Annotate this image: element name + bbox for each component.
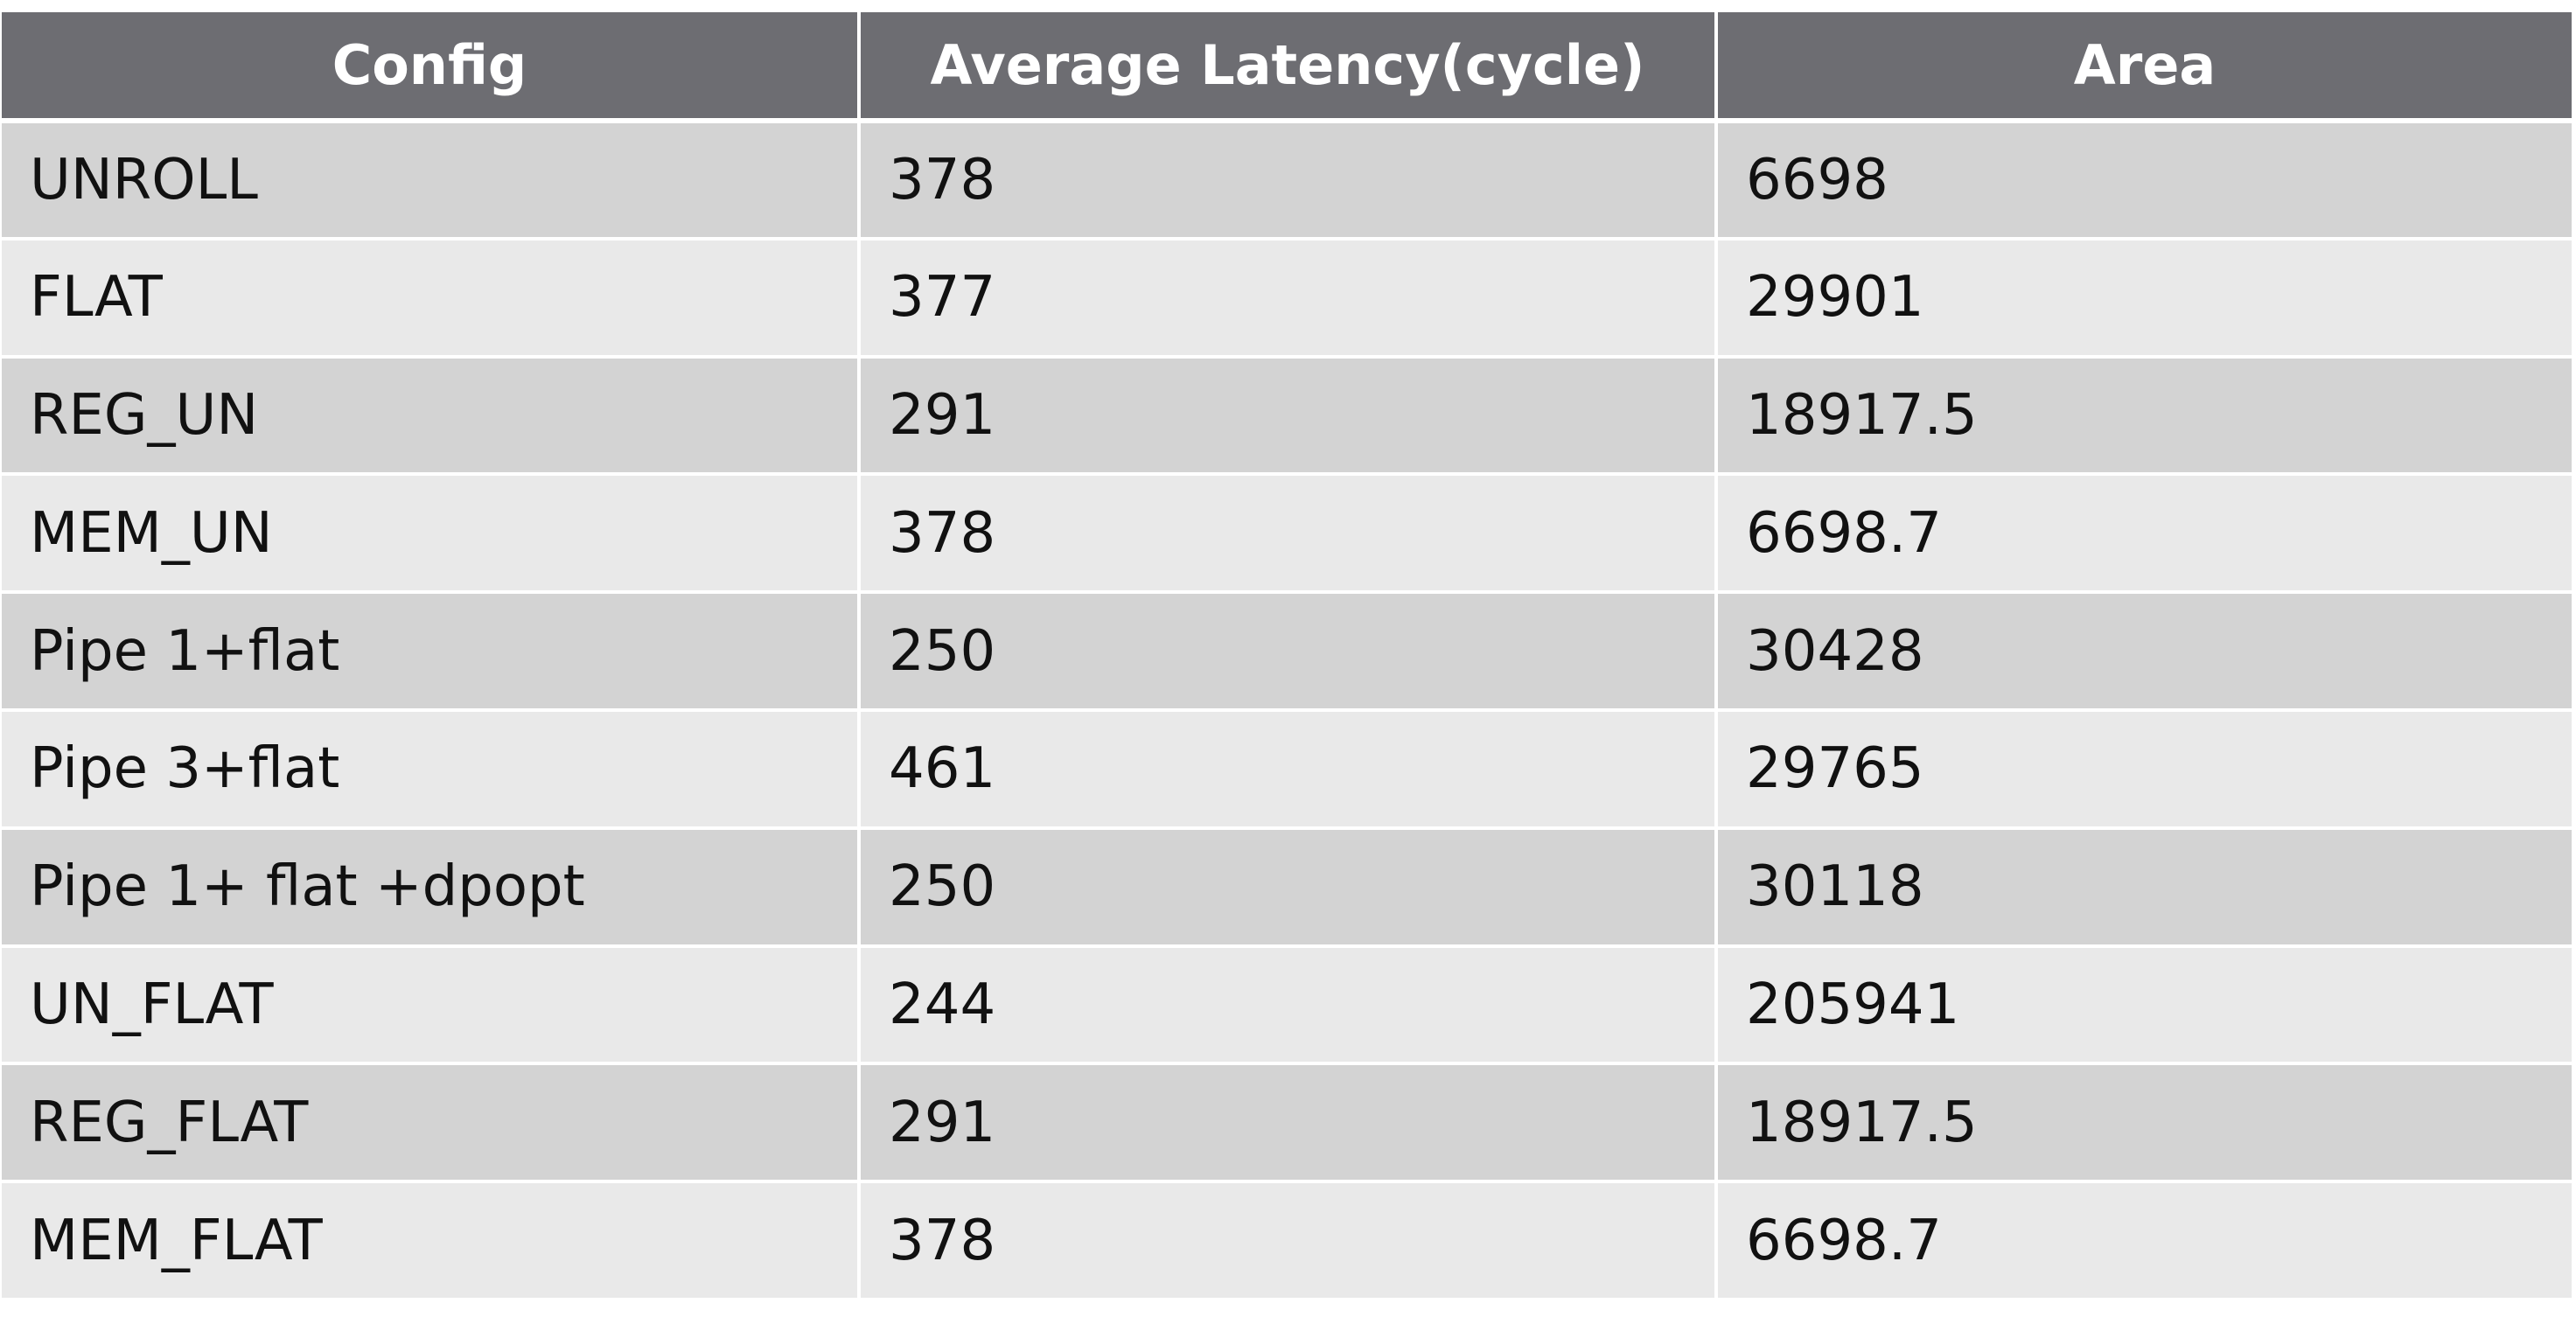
cell-average-latency: 377 [857, 236, 1718, 359]
cell-average-latency: 378 [857, 119, 1718, 240]
cell-average-latency: 244 [857, 944, 1718, 1066]
cell-average-latency: 461 [857, 707, 1718, 830]
table-row: UN_FLAT 244 205941 [2, 944, 2572, 1066]
cell-config: Pipe 3+flat [2, 707, 861, 830]
column-header-area: Area [1714, 9, 2572, 123]
column-header-config: Config [2, 9, 861, 123]
cell-area: 29765 [1714, 707, 2572, 830]
table-row: Pipe 1+flat 250 30428 [2, 590, 2572, 712]
cell-config: MEM_UN [2, 472, 861, 595]
results-table-container: Config Average Latency(cycle) Area UNROL… [2, 9, 2572, 1301]
cell-average-latency: 291 [857, 1062, 1718, 1184]
cell-area: 205941 [1714, 944, 2572, 1066]
cell-area: 18917.5 [1714, 354, 2572, 477]
cell-area: 18917.5 [1714, 1062, 2572, 1184]
cell-area: 30118 [1714, 826, 2572, 948]
cell-config: FLAT [2, 236, 861, 359]
cell-area: 29901 [1714, 236, 2572, 359]
cell-area: 30428 [1714, 590, 2572, 712]
table-row: FLAT 377 29901 [2, 236, 2572, 359]
cell-config: UN_FLAT [2, 944, 861, 1066]
column-header-average-latency: Average Latency(cycle) [857, 9, 1718, 123]
table-row: Pipe 1+ flat +dpopt 250 30118 [2, 826, 2572, 948]
cell-config: UNROLL [2, 119, 861, 240]
table-row: MEM_UN 378 6698.7 [2, 472, 2572, 595]
cell-area: 6698.7 [1714, 472, 2572, 595]
cell-area: 6698.7 [1714, 1180, 2572, 1301]
cell-config: REG_FLAT [2, 1062, 861, 1184]
cell-average-latency: 250 [857, 826, 1718, 948]
cell-config: Pipe 1+ flat +dpopt [2, 826, 861, 948]
cell-config: Pipe 1+flat [2, 590, 861, 712]
cell-average-latency: 250 [857, 590, 1718, 712]
table-row: MEM_FLAT 378 6698.7 [2, 1180, 2572, 1301]
header-row: Config Average Latency(cycle) Area [2, 9, 2572, 123]
table-row: REG_UN 291 18917.5 [2, 354, 2572, 477]
cell-config: REG_UN [2, 354, 861, 477]
cell-average-latency: 291 [857, 354, 1718, 477]
results-table: Config Average Latency(cycle) Area UNROL… [2, 9, 2572, 1301]
table-row: Pipe 3+flat 461 29765 [2, 707, 2572, 830]
cell-config: MEM_FLAT [2, 1180, 861, 1301]
table-row: UNROLL 378 6698 [2, 119, 2572, 240]
cell-average-latency: 378 [857, 1180, 1718, 1301]
cell-area: 6698 [1714, 119, 2572, 240]
cell-average-latency: 378 [857, 472, 1718, 595]
table-row: REG_FLAT 291 18917.5 [2, 1062, 2572, 1184]
